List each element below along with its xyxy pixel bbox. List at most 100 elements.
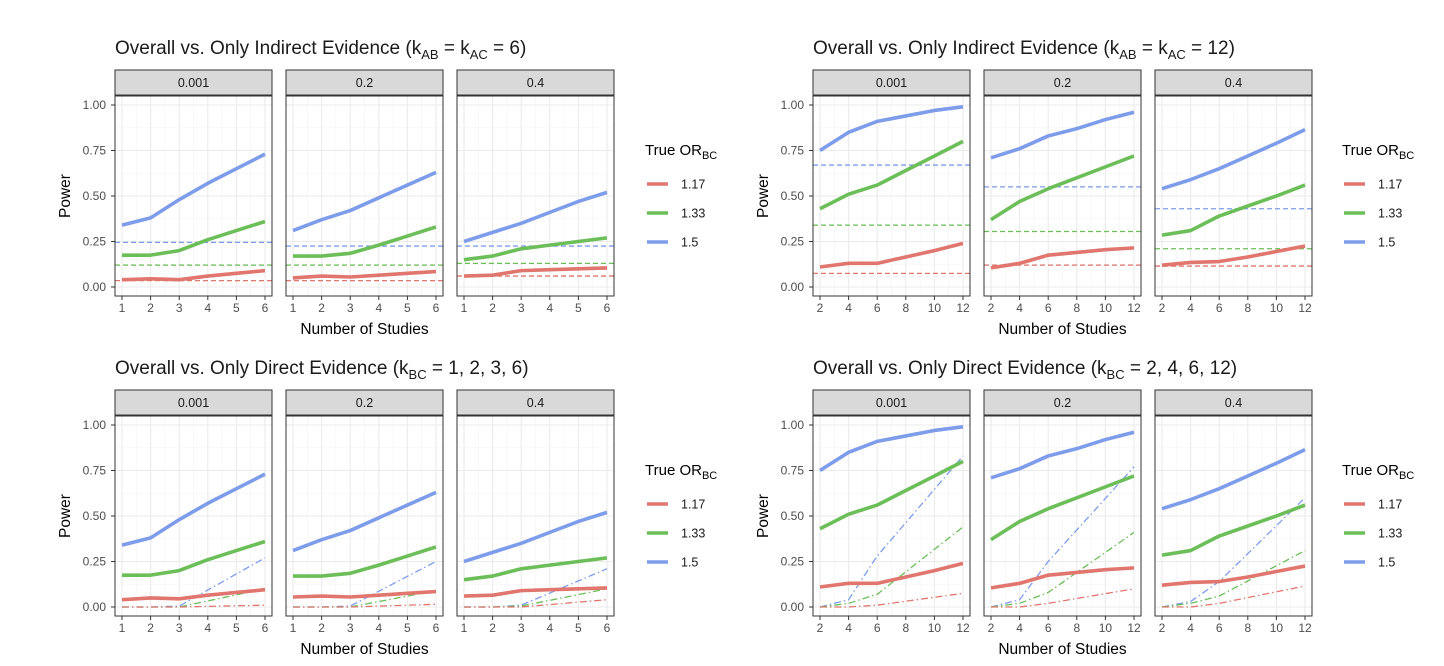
reference-line-1.5 (122, 557, 266, 608)
x-tick-label: 12 (956, 301, 970, 315)
facet-strip-label: 0.4 (527, 76, 544, 90)
facet-panel-0.2: 0.2 1 2 3 4 5 6 (285, 69, 444, 315)
panel-border (812, 95, 971, 297)
panel-border (812, 415, 971, 617)
panel-border (983, 415, 1142, 617)
series-line-1.33 (122, 219, 266, 257)
series-line-1.33 (293, 225, 437, 258)
series-line-1.17 (990, 246, 1135, 270)
legend-title: True ORBC (645, 142, 717, 162)
x-tick-label: 4 (1016, 621, 1023, 635)
x-axis-title: Number of Studies (998, 641, 1127, 658)
facet-strip-label: 0.001 (876, 396, 907, 410)
series-line-1.5 (292, 490, 437, 553)
y-tick-label: 1.00 (781, 418, 805, 432)
facet-panel-0.2: 0.2 1 2 3 4 5 6 (285, 389, 444, 635)
legend-title-sub: BC (702, 150, 717, 162)
panel-border (114, 415, 273, 617)
y-tick-label: 0.50 (83, 509, 107, 523)
facet-strip (456, 69, 615, 96)
y-axis-title: Power (57, 174, 74, 218)
series-line-1.17 (463, 586, 608, 598)
y-axis-title: Power (57, 494, 74, 538)
title-part-post: = 12) (1186, 38, 1235, 59)
x-tick-label: 12 (1298, 621, 1312, 635)
legend: True ORBC 1.17 1.33 1.5 (1342, 462, 1414, 570)
facet-panel-0.2: 0.2 2 4 6 8 10 12 (983, 389, 1142, 635)
legend-title-sub: BC (1399, 470, 1414, 482)
reference-line-1.5 (464, 568, 608, 608)
facet-strip (285, 389, 444, 416)
series-line-1.5 (121, 152, 266, 227)
x-tick-label: 2 (1159, 621, 1166, 635)
reference-line-1.33 (819, 526, 964, 608)
facet-panel-0.2: 0.2 2 4 6 8 10 12 (983, 69, 1142, 315)
legend-label: 1.5 (1378, 236, 1395, 250)
legend-label: 1.33 (1378, 527, 1402, 541)
x-tick-label: 6 (604, 621, 611, 635)
facet-panel-0.4: 0.4 2 4 6 8 10 12 (1154, 389, 1313, 635)
series-line-1.17 (1161, 564, 1306, 587)
facet-strip-label: 0.4 (1225, 76, 1242, 90)
x-tick-label: 2 (489, 621, 496, 635)
chart-title: Overall vs. Only Direct Evidence (kBC = … (115, 358, 529, 382)
facet-panel-0.001: 0.001 2 4 6 8 10 12 (812, 69, 971, 315)
series-line-1.5 (1161, 447, 1306, 511)
series-line-1.33 (463, 236, 608, 262)
legend-label: 1.5 (681, 556, 698, 570)
x-tick-label: 6 (262, 621, 269, 635)
series-line-1.17 (121, 587, 266, 602)
x-tick-label: 12 (1127, 621, 1141, 635)
series-line-1.33 (819, 459, 964, 531)
reference-line-1.5 (990, 466, 1135, 608)
legend: True ORBC 1.17 1.33 1.5 (645, 142, 717, 250)
x-tick-label: 10 (1099, 301, 1113, 315)
y-axis-title: Power (755, 494, 772, 538)
legend-title-main: True OR (645, 142, 702, 159)
facet-strip (1154, 69, 1313, 96)
legend-title: True ORBC (645, 462, 717, 482)
series-line-1.33 (990, 474, 1135, 542)
legend-label: 1.17 (681, 498, 705, 512)
series-line-1.5 (990, 430, 1135, 480)
legend-title-main: True OR (645, 462, 702, 479)
title-part-pre: Overall vs. Only Direct Evidence (k (813, 358, 1107, 379)
x-tick-label: 6 (433, 621, 440, 635)
title-part-pre: Overall vs. Only Indirect Evidence (k (813, 38, 1120, 59)
x-tick-label: 4 (1187, 621, 1194, 635)
y-tick-label: 0.00 (781, 280, 805, 294)
x-tick-label: 2 (147, 621, 154, 635)
x-tick-label: 8 (1244, 621, 1251, 635)
title-part-mid: = k (439, 38, 471, 59)
x-tick-label: 2 (1159, 301, 1166, 315)
panel-border (1154, 415, 1313, 617)
x-tick-label: 4 (375, 621, 382, 635)
reference-line-1.5 (1161, 497, 1306, 608)
legend-title-sub: BC (1399, 150, 1414, 162)
x-tick-label: 8 (902, 621, 909, 635)
title-part-mid: = 2, 4, 6, 12) (1125, 358, 1238, 379)
facet-strip (285, 69, 444, 96)
x-tick-label: 10 (1099, 621, 1113, 635)
x-tick-label: 10 (1270, 621, 1284, 635)
facet-panel-0.001: 0.001 2 4 6 8 10 12 (812, 389, 971, 635)
facet-strip (456, 389, 615, 416)
facet-strip (983, 69, 1142, 96)
facet-panel-0.001: 0.001 1 2 3 4 5 6 (114, 389, 273, 635)
facet-strip-label: 0.001 (178, 396, 209, 410)
x-tick-label: 5 (404, 621, 411, 635)
legend-label: 1.33 (681, 207, 705, 221)
x-tick-label: 4 (375, 301, 382, 315)
facet-strip-label: 0.2 (356, 76, 373, 90)
y-tick-label: 0.00 (83, 280, 107, 294)
facet-strip (114, 69, 273, 96)
series-line-1.33 (990, 154, 1135, 222)
x-tick-label: 2 (147, 301, 154, 315)
x-tick-label: 6 (1045, 301, 1052, 315)
series-line-1.5 (819, 425, 964, 473)
x-tick-label: 4 (845, 301, 852, 315)
title-part-sub1: BC (1107, 367, 1125, 382)
chart-4: Overall vs. Only Direct Evidence (kBC = … (755, 358, 1414, 658)
legend-title-main: True OR (1342, 142, 1399, 159)
